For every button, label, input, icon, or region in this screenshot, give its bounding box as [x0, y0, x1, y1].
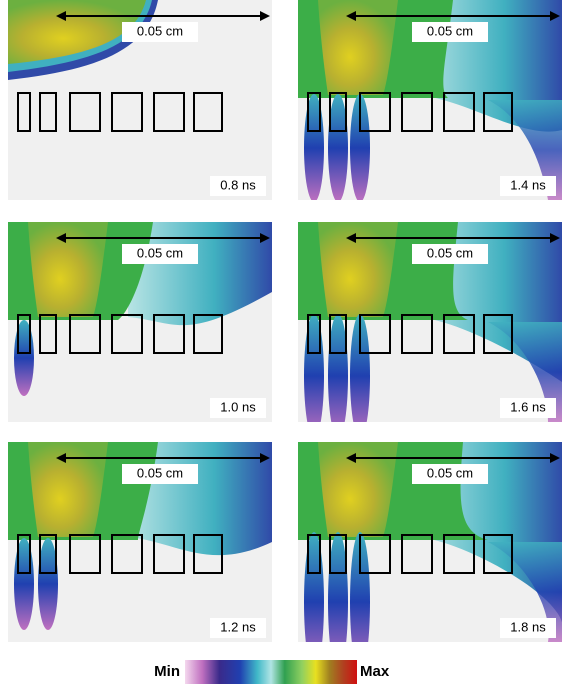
time-label: 1.8 ns	[510, 619, 546, 634]
colorbar-min: Min	[154, 663, 180, 680]
panels: 0.05 cm0.8 ns0.05 cm1.4 ns0.05 cm1.0 ns0…	[8, 0, 562, 672]
figure: 0.05 cm0.8 ns0.05 cm1.4 ns0.05 cm1.0 ns0…	[0, 0, 562, 687]
time-label: 1.0 ns	[220, 399, 256, 414]
scale-label: 0.05 cm	[427, 465, 473, 480]
colorbar: Min Max	[154, 660, 390, 684]
wave-core	[28, 442, 108, 537]
time-label: 1.4 ns	[510, 177, 546, 192]
colorbar-gradient	[185, 660, 357, 684]
wave-core	[318, 0, 398, 95]
scale-label: 0.05 cm	[137, 245, 183, 260]
wave-core	[318, 222, 398, 317]
scale-label: 0.05 cm	[427, 245, 473, 260]
colorbar-max: Max	[360, 663, 390, 680]
wave-core	[28, 222, 108, 317]
panel: 0.05 cm 0.8 ns	[8, 0, 272, 200]
time-label: 1.2 ns	[220, 619, 256, 634]
panel: 0.05 cm 1.4 ns	[298, 0, 562, 202]
panel: 0.05 cm 1.2 ns	[8, 442, 272, 642]
time-label: 0.8 ns	[220, 177, 256, 192]
scale-label: 0.05 cm	[137, 23, 183, 38]
panel: 0.05 cm 1.0 ns	[8, 222, 272, 422]
panel: 0.05 cm 1.6 ns	[298, 222, 562, 438]
wave-core	[318, 442, 398, 537]
scale-label: 0.05 cm	[137, 465, 183, 480]
scale-label: 0.05 cm	[427, 23, 473, 38]
panel: 0.05 cm 1.8 ns	[298, 442, 562, 672]
time-label: 1.6 ns	[510, 399, 546, 414]
